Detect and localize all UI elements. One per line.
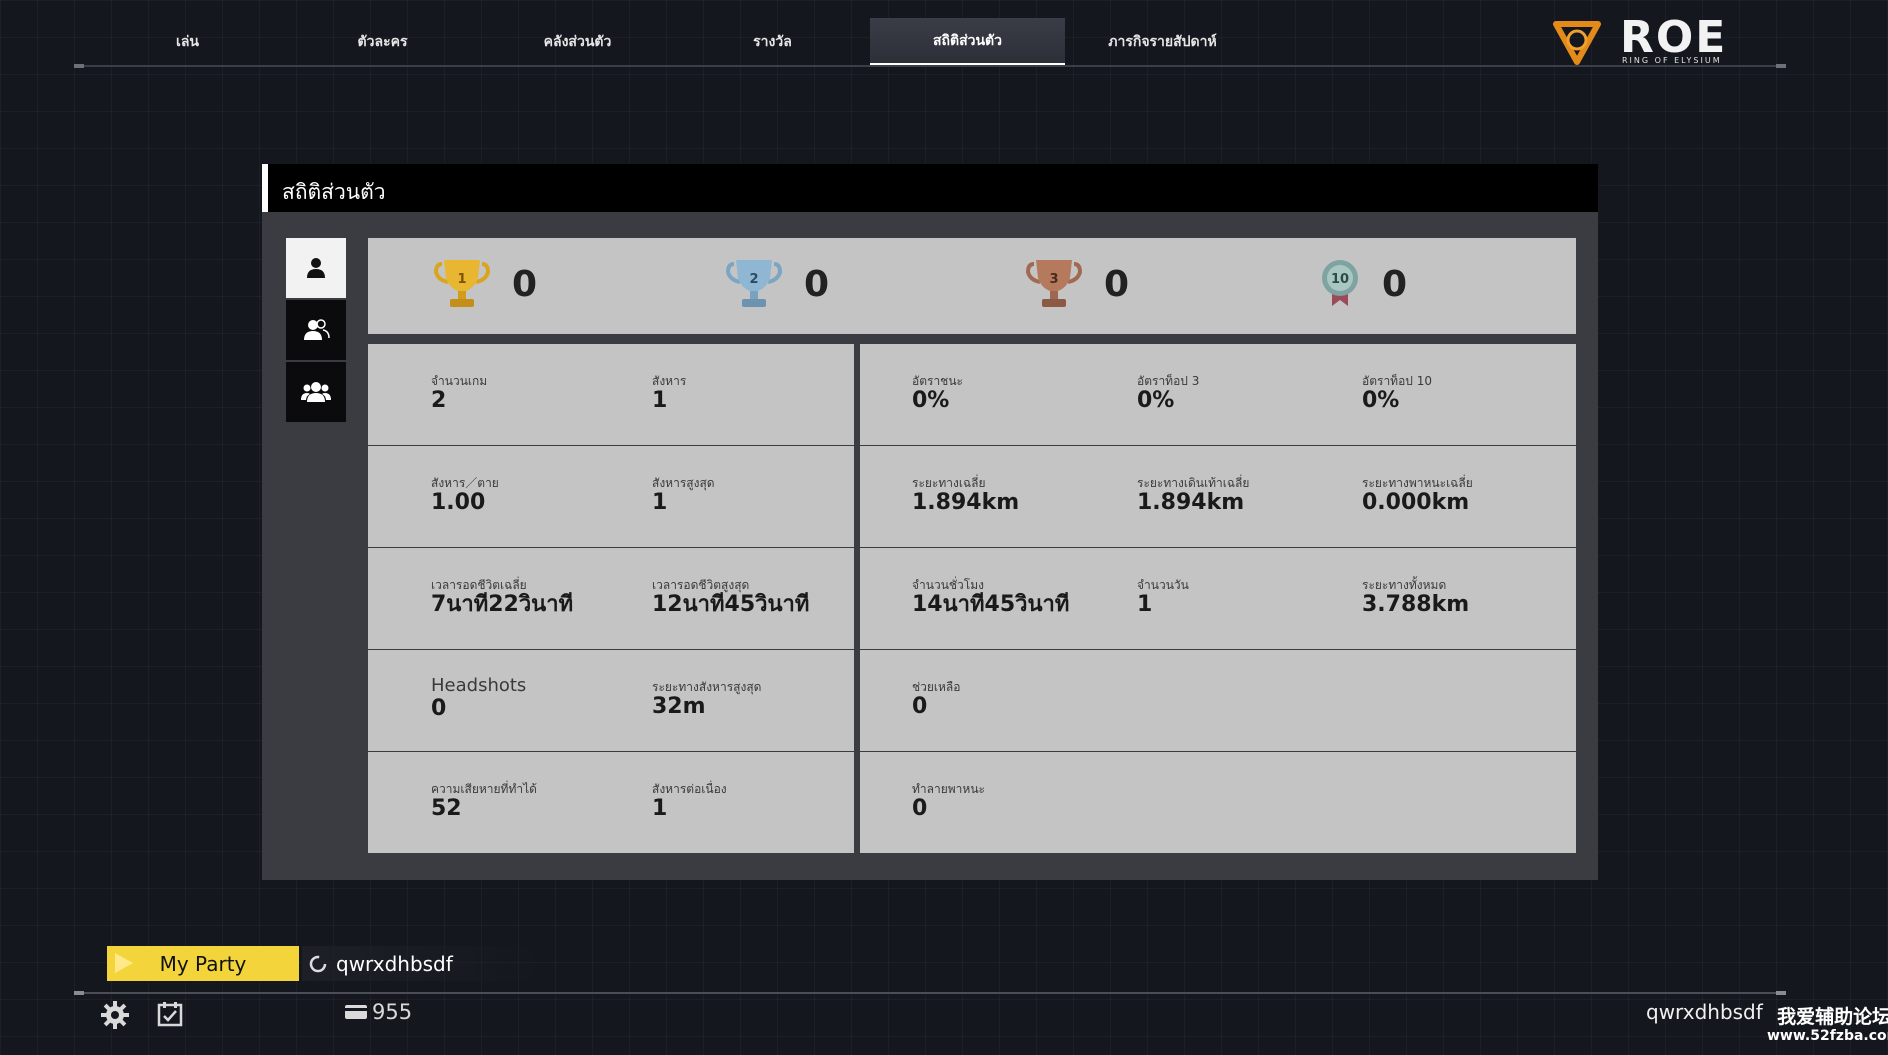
- logo-subtitle: RING OF ELYSIUM: [1622, 56, 1722, 65]
- party-label: My Party: [159, 951, 247, 976]
- trophy-count: 0: [1104, 263, 1130, 305]
- stat-damage: ความเสียหายที่ทำได้ 52: [431, 782, 537, 821]
- stat-row: จำนวนเกม 2 สังหาร 1: [368, 344, 854, 445]
- panel-title: สถิติส่วนตัว: [282, 180, 386, 204]
- stat-avg-walk-distance: ระยะทางเดินเท้าเฉลี่ย 1.894km: [1137, 476, 1250, 515]
- card-currency-icon: [345, 1005, 367, 1019]
- bottom-divider: [74, 991, 1786, 995]
- stat-longest-kill: ระยะทางสังหารสูงสุด 32m: [652, 680, 762, 719]
- trophy-count: 0: [1382, 263, 1408, 305]
- trophy-count: 0: [804, 263, 830, 305]
- stats-grid: จำนวนเกม 2 สังหาร 1 สังหาร／ตาย 1.00 สังหารส…: [368, 344, 1576, 853]
- stat-hours: จำนวนชั่วโมง 14นาที45วินาที: [912, 578, 1070, 617]
- stat-avg-survival: เวลารอดชีวิตเฉลี่ย 7นาที22วินาที: [431, 578, 574, 617]
- trophy-first: 1 0: [434, 258, 537, 310]
- stat-vehicles-destroyed: ทำลายพาหนะ 0: [912, 782, 985, 821]
- trophy-summary: 1 0 2 0: [368, 238, 1576, 334]
- stat-row: ระยะทางเฉลี่ย 1.894km ระยะทางเดินเท้าเฉลี…: [860, 446, 1576, 547]
- stat-row: ทำลายพาหนะ 0: [860, 752, 1576, 853]
- tab-characters[interactable]: ตัวละคร: [357, 34, 408, 50]
- trophy-rank-label: 1: [457, 272, 466, 287]
- my-party-button[interactable]: My Party: [107, 946, 299, 981]
- watermark-title: 我爱辅助论坛: [1777, 1006, 1888, 1028]
- stat-avg-distance: ระยะทางเฉลี่ย 1.894km: [912, 476, 1020, 515]
- stat-row: Headshots 0 ระยะทางสังหารสูงสุด 32m: [368, 650, 854, 751]
- trophy-third: 3 0: [1026, 258, 1129, 310]
- silver-trophy-icon: 2: [726, 260, 782, 307]
- stat-headshots: Headshots 0: [431, 675, 527, 722]
- party-member-name: qwrxdhbsdf: [336, 951, 453, 976]
- stats-panel: สถิติส่วนตัว: [262, 164, 1598, 880]
- loading-spinner-icon: [309, 955, 327, 972]
- roe-emblem-icon: [1553, 21, 1601, 65]
- solo-person-icon: [307, 258, 325, 278]
- trophy-top10: 10 0: [1320, 258, 1407, 310]
- trophy-rank-label: 2: [749, 272, 758, 287]
- stat-kill-streak: สังหารต่อเนื่อง 1: [652, 782, 727, 821]
- squad-people-icon: [301, 382, 331, 402]
- duo-people-icon: [304, 319, 330, 340]
- trophy-rank-label: 3: [1049, 272, 1058, 287]
- trophy-rank-label: 10: [1331, 272, 1349, 287]
- bronze-trophy-icon: 3: [1026, 260, 1082, 307]
- roe-logo: ROE RING OF ELYSIUM: [1552, 16, 1762, 66]
- panel-body: 1 0 2 0: [262, 212, 1598, 880]
- settings-gear-icon[interactable]: [100, 1000, 130, 1030]
- stat-top3-rate: อัตราท็อป 3 0%: [1137, 374, 1200, 413]
- stat-row: อัตราชนะ 0% อัตราท็อป 3 0% อัตราท็อป 10 0%: [860, 344, 1576, 445]
- tab-weekly-missions[interactable]: ภารกิจรายสัปดาห์: [1108, 34, 1217, 50]
- stat-kills: สังหาร 1: [652, 374, 687, 413]
- stat-kd-ratio: สังหาร／ตาย 1.00: [431, 476, 499, 515]
- trophy-second: 2 0: [726, 258, 829, 310]
- stat-row: ความเสียหายที่ทำได้ 52 สังหารต่อเนื่อง 1: [368, 752, 854, 853]
- stat-win-rate: อัตราชนะ 0%: [912, 374, 963, 413]
- mode-selector: [286, 238, 346, 424]
- mode-squad-button[interactable]: [286, 362, 346, 422]
- trophy-count: 0: [512, 263, 538, 305]
- party-arrow-icon: [115, 953, 133, 973]
- stat-max-kills: สังหารสูงสุด 1: [652, 476, 715, 515]
- watermark: 我爱辅助论坛 www.52fzba.com: [1767, 1006, 1888, 1044]
- logo-text: ROE: [1620, 12, 1728, 63]
- tab-rewards[interactable]: รางวัล: [753, 34, 792, 50]
- gold-trophy-icon: 1: [434, 260, 490, 307]
- stat-assists: ช่วยเหลือ 0: [912, 680, 961, 719]
- party-member[interactable]: qwrxdhbsdf: [302, 946, 542, 981]
- panel-header: สถิติส่วนตัว: [262, 164, 1598, 212]
- stat-games: จำนวนเกม 2: [431, 374, 488, 413]
- mode-solo-button[interactable]: [286, 238, 346, 298]
- tab-inventory[interactable]: คลังส่วนตัว: [543, 34, 612, 50]
- top-nav: เล่น ตัวละคร คลังส่วนตัว รางวัล สถิติส่ว…: [90, 18, 1260, 66]
- currency-amount: 955: [372, 1000, 413, 1024]
- stat-row: จำนวนชั่วโมง 14นาที45วินาที จำนวนวัน 1 ระย…: [860, 548, 1576, 649]
- account-username: qwrxdhbsdf: [1646, 1000, 1763, 1024]
- tab-personal-stats[interactable]: สถิติส่วนตัว: [870, 18, 1065, 66]
- stat-avg-vehicle-distance: ระยะทางพาหนะเฉลี่ย 0.000km: [1362, 476, 1473, 515]
- top10-medal-icon: 10: [1322, 260, 1358, 306]
- top-divider: [74, 64, 1786, 68]
- currency-balance: 955: [344, 1000, 412, 1024]
- stat-row: ช่วยเหลือ 0: [860, 650, 1576, 751]
- mode-duo-button[interactable]: [286, 300, 346, 360]
- stat-top10-rate: อัตราท็อป 10 0%: [1362, 374, 1433, 413]
- stat-days: จำนวนวัน 1: [1137, 578, 1189, 617]
- calendar-check-icon[interactable]: [156, 1000, 184, 1028]
- stat-max-survival: เวลารอดชีวิตสูงสุด 12นาที45วินาที: [652, 578, 810, 617]
- stat-total-distance: ระยะทางทั้งหมด 3.788km: [1362, 578, 1470, 617]
- stat-row: เวลารอดชีวิตเฉลี่ย 7นาที22วินาที เวลารอดช…: [368, 548, 854, 649]
- watermark-url: www.52fzba.com: [1767, 1028, 1888, 1044]
- stat-row: สังหาร／ตาย 1.00 สังหารสูงสุด 1: [368, 446, 854, 547]
- tab-play[interactable]: เล่น: [176, 34, 199, 50]
